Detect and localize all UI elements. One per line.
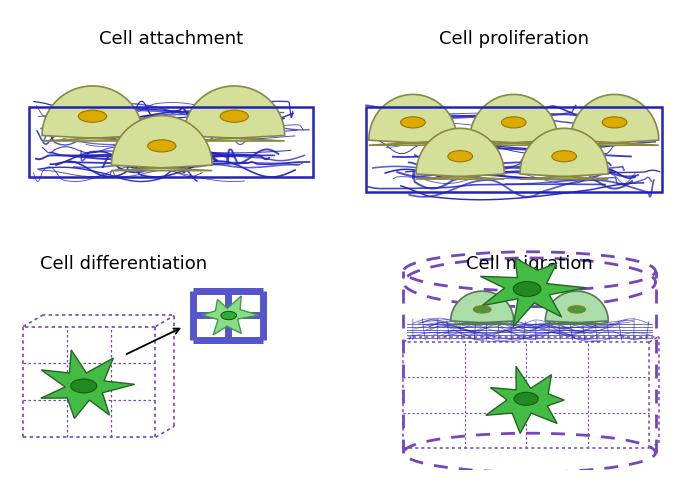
Polygon shape — [451, 291, 514, 324]
Ellipse shape — [401, 118, 425, 129]
Ellipse shape — [552, 151, 577, 162]
Text: Cell proliferation: Cell proliferation — [439, 30, 588, 48]
Polygon shape — [42, 87, 143, 142]
Text: Cell attachment: Cell attachment — [99, 30, 243, 48]
Ellipse shape — [220, 111, 249, 123]
Polygon shape — [41, 350, 135, 419]
Polygon shape — [571, 95, 659, 146]
Ellipse shape — [473, 306, 491, 313]
Ellipse shape — [448, 151, 473, 162]
Polygon shape — [184, 87, 285, 142]
Polygon shape — [520, 129, 608, 180]
Ellipse shape — [148, 141, 176, 153]
Ellipse shape — [568, 306, 586, 313]
Polygon shape — [470, 95, 558, 146]
Polygon shape — [545, 291, 608, 324]
Text: Cell differentiation: Cell differentiation — [40, 254, 208, 272]
Ellipse shape — [513, 282, 541, 297]
Polygon shape — [486, 367, 564, 433]
Ellipse shape — [78, 111, 107, 123]
Polygon shape — [480, 258, 586, 327]
Polygon shape — [416, 129, 504, 180]
Ellipse shape — [71, 379, 97, 393]
Ellipse shape — [602, 118, 627, 129]
Polygon shape — [112, 116, 212, 171]
Polygon shape — [202, 297, 259, 335]
Polygon shape — [369, 95, 457, 146]
Ellipse shape — [221, 312, 236, 320]
Text: Cell migration: Cell migration — [466, 254, 593, 272]
Ellipse shape — [501, 118, 526, 129]
Ellipse shape — [514, 393, 538, 406]
